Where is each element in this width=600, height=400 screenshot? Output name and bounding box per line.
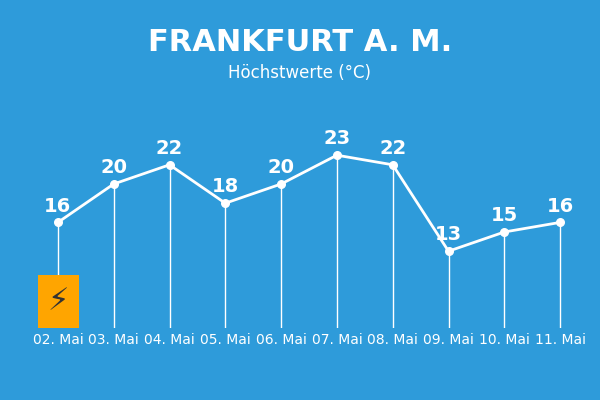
Text: ⚡: ⚡ bbox=[48, 287, 69, 316]
Text: 15: 15 bbox=[491, 206, 518, 225]
Text: Höchstwerte (°C): Höchstwerte (°C) bbox=[229, 64, 371, 82]
Point bbox=[109, 181, 119, 187]
Text: 23: 23 bbox=[323, 130, 350, 148]
Point bbox=[332, 152, 342, 158]
Bar bbox=[38, 275, 79, 328]
Point bbox=[53, 219, 63, 226]
Text: 18: 18 bbox=[212, 178, 239, 196]
Text: 16: 16 bbox=[44, 197, 71, 216]
Text: 20: 20 bbox=[100, 158, 127, 177]
Text: 22: 22 bbox=[156, 139, 183, 158]
Text: 16: 16 bbox=[547, 197, 574, 216]
Point bbox=[277, 181, 286, 187]
Text: FRANKFURT A. M.: FRANKFURT A. M. bbox=[148, 28, 452, 57]
Point bbox=[221, 200, 230, 206]
Text: 22: 22 bbox=[379, 139, 406, 158]
Point bbox=[444, 248, 454, 254]
Text: 13: 13 bbox=[435, 226, 462, 244]
Point bbox=[164, 162, 175, 168]
Text: 20: 20 bbox=[268, 158, 295, 177]
Point bbox=[388, 162, 398, 168]
Point bbox=[500, 229, 509, 235]
Point bbox=[556, 219, 565, 226]
